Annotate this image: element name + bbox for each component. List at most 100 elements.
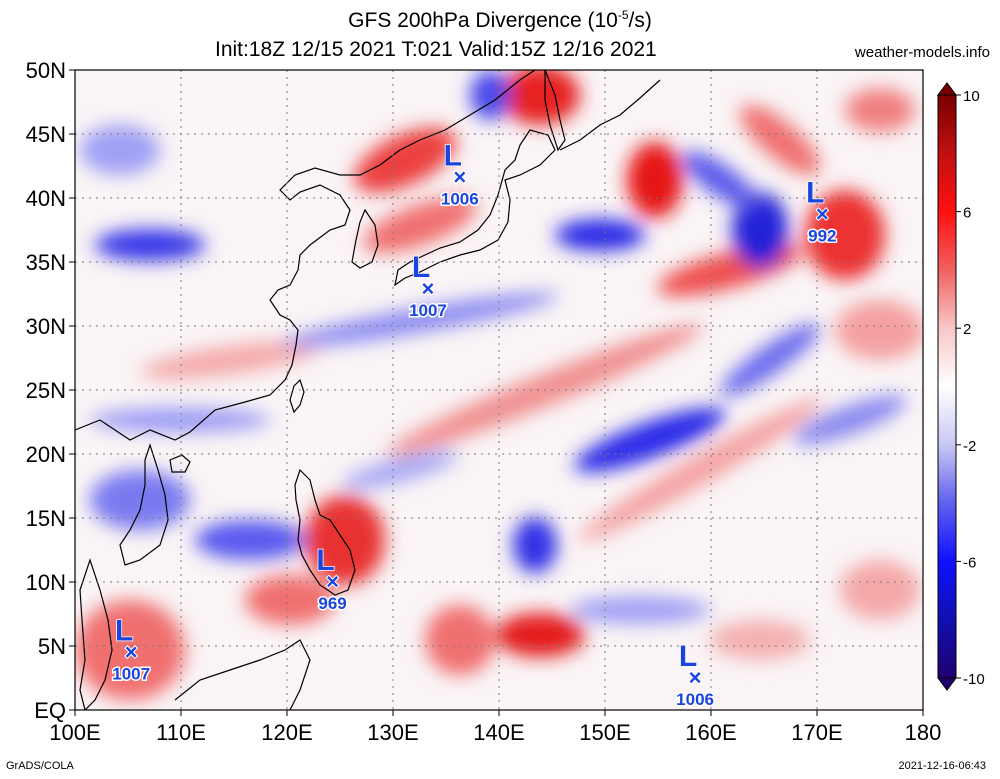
coast-malaya bbox=[79, 558, 113, 710]
field-pos bbox=[140, 341, 320, 379]
field-pos bbox=[245, 575, 335, 625]
coast-vietnam bbox=[119, 443, 169, 566]
low-pressure-label: 1006 bbox=[676, 690, 714, 709]
field-neg bbox=[574, 407, 726, 473]
coast-korea bbox=[351, 208, 379, 269]
field-pos bbox=[840, 560, 920, 620]
low-symbol: L bbox=[115, 614, 133, 647]
lat-tick-label: EQ bbox=[34, 698, 66, 723]
low-center-icon: × bbox=[422, 276, 435, 301]
lon-tick-label: 160E bbox=[685, 720, 736, 745]
field-pos bbox=[425, 605, 495, 675]
lat-tick-label: 30N bbox=[26, 314, 66, 339]
site-credit: weather-models.info bbox=[854, 44, 990, 61]
lon-tick-label: 130E bbox=[367, 720, 418, 745]
lat-tick-label: 15N bbox=[26, 506, 66, 531]
map-grid bbox=[75, 70, 923, 710]
lat-tick-label: 25N bbox=[26, 378, 66, 403]
low-pressure-label: 1007 bbox=[112, 664, 150, 683]
colorbar: 10 6 2 -2 -6 -10 bbox=[937, 82, 985, 691]
colorbar-tick-label: 2 bbox=[963, 321, 971, 338]
lat-tick-label: 10N bbox=[26, 570, 66, 595]
colorbar-tick-label: -10 bbox=[963, 671, 985, 688]
field-pos bbox=[805, 190, 885, 280]
low-symbol: L bbox=[806, 177, 824, 210]
field-pos bbox=[835, 300, 923, 360]
field-neg bbox=[341, 450, 459, 490]
coast-taiwan bbox=[289, 378, 305, 414]
field-pos bbox=[495, 613, 585, 657]
low-center-icon: × bbox=[453, 165, 466, 190]
field-neg bbox=[90, 470, 190, 530]
field-pos bbox=[739, 105, 821, 175]
low-pressure-label: 1006 bbox=[441, 190, 479, 209]
coastlines bbox=[75, 70, 661, 710]
field-neg bbox=[732, 192, 788, 268]
field-pos bbox=[578, 398, 822, 542]
field-neg bbox=[282, 292, 558, 348]
divergence-field bbox=[75, 70, 923, 700]
field-neg bbox=[90, 408, 270, 432]
field-pos bbox=[354, 127, 456, 193]
coast-borneo bbox=[174, 639, 311, 710]
low-pressure-label: 1007 bbox=[409, 301, 447, 320]
lat-tick-label: 45N bbox=[26, 122, 66, 147]
field-pos bbox=[500, 70, 580, 125]
chart-subtitle: Init:18Z 12/15 2021 T:021 Valid:15Z 12/1… bbox=[215, 38, 657, 61]
lat-tick-label: 20N bbox=[26, 442, 66, 467]
coast-kurils bbox=[559, 79, 661, 151]
field-pos bbox=[75, 600, 185, 700]
field-neg bbox=[570, 596, 710, 624]
colorbar-arrow-top bbox=[937, 82, 957, 96]
title-text: GFS 200hPa Divergence (10 bbox=[348, 9, 618, 32]
field-neg bbox=[555, 219, 645, 251]
field-neg bbox=[682, 151, 758, 209]
field-neg bbox=[470, 70, 510, 120]
lon-tick-label: 120E bbox=[261, 720, 312, 745]
lat-tick-label: 5N bbox=[38, 634, 66, 659]
lon-tick-label: 170E bbox=[791, 720, 842, 745]
lon-tick-label: 100E bbox=[49, 720, 100, 745]
low-symbol: L bbox=[679, 640, 697, 673]
field-neg bbox=[793, 395, 907, 445]
colorbar-tick-label: -2 bbox=[963, 438, 976, 455]
low-center-icon: × bbox=[326, 569, 339, 594]
colorbar-tick-label: 6 bbox=[963, 205, 971, 222]
colorbar-arrow-bottom bbox=[937, 677, 957, 691]
coast-sakhalin bbox=[544, 70, 566, 152]
low-symbol: L bbox=[444, 140, 462, 173]
low-symbol: L bbox=[412, 251, 430, 284]
lon-tick-labels: 100E 110E 120E 130E 140E 150E 160E 170E 180 bbox=[49, 710, 941, 745]
lon-tick-label: 180 bbox=[905, 720, 942, 745]
lat-tick-labels: 50N 45N 40N 35N 30N 25N 20N 15N 10N 5N EQ bbox=[26, 58, 75, 723]
title-exponent: -5 bbox=[617, 8, 629, 22]
field-neg bbox=[720, 323, 820, 397]
coast-japan bbox=[394, 129, 556, 287]
colorbar-tick-label: 10 bbox=[963, 88, 980, 105]
field-neg bbox=[195, 520, 305, 560]
render-timestamp: 2021-12-16-06:43 bbox=[898, 760, 986, 772]
coast-philippines bbox=[294, 468, 356, 596]
chart-title: GFS 200hPa Divergence (10-5/s) bbox=[0, 8, 1000, 33]
lon-tick-label: 140E bbox=[473, 720, 524, 745]
lon-tick-label: 110E bbox=[156, 720, 206, 745]
low-symbol: L bbox=[316, 544, 334, 577]
field-neg bbox=[95, 229, 205, 261]
field-pos bbox=[363, 197, 477, 253]
lat-tick-label: 50N bbox=[26, 58, 66, 83]
colorbar-gradient bbox=[937, 94, 957, 679]
low-pressure-label: 969 bbox=[318, 594, 346, 613]
field-pos bbox=[627, 142, 683, 218]
field-pos bbox=[845, 88, 915, 132]
low-center-icon: × bbox=[816, 202, 829, 227]
low-center-icon: × bbox=[125, 639, 138, 664]
lat-tick-label: 40N bbox=[26, 186, 66, 211]
field-neg bbox=[80, 125, 160, 175]
lon-tick-label: 150E bbox=[579, 720, 630, 745]
lat-tick-label: 35N bbox=[26, 250, 66, 275]
low-pressure-label: 992 bbox=[808, 227, 836, 246]
title-unit: /s) bbox=[628, 9, 652, 32]
source-credit: GrADS/COLA bbox=[6, 760, 74, 772]
